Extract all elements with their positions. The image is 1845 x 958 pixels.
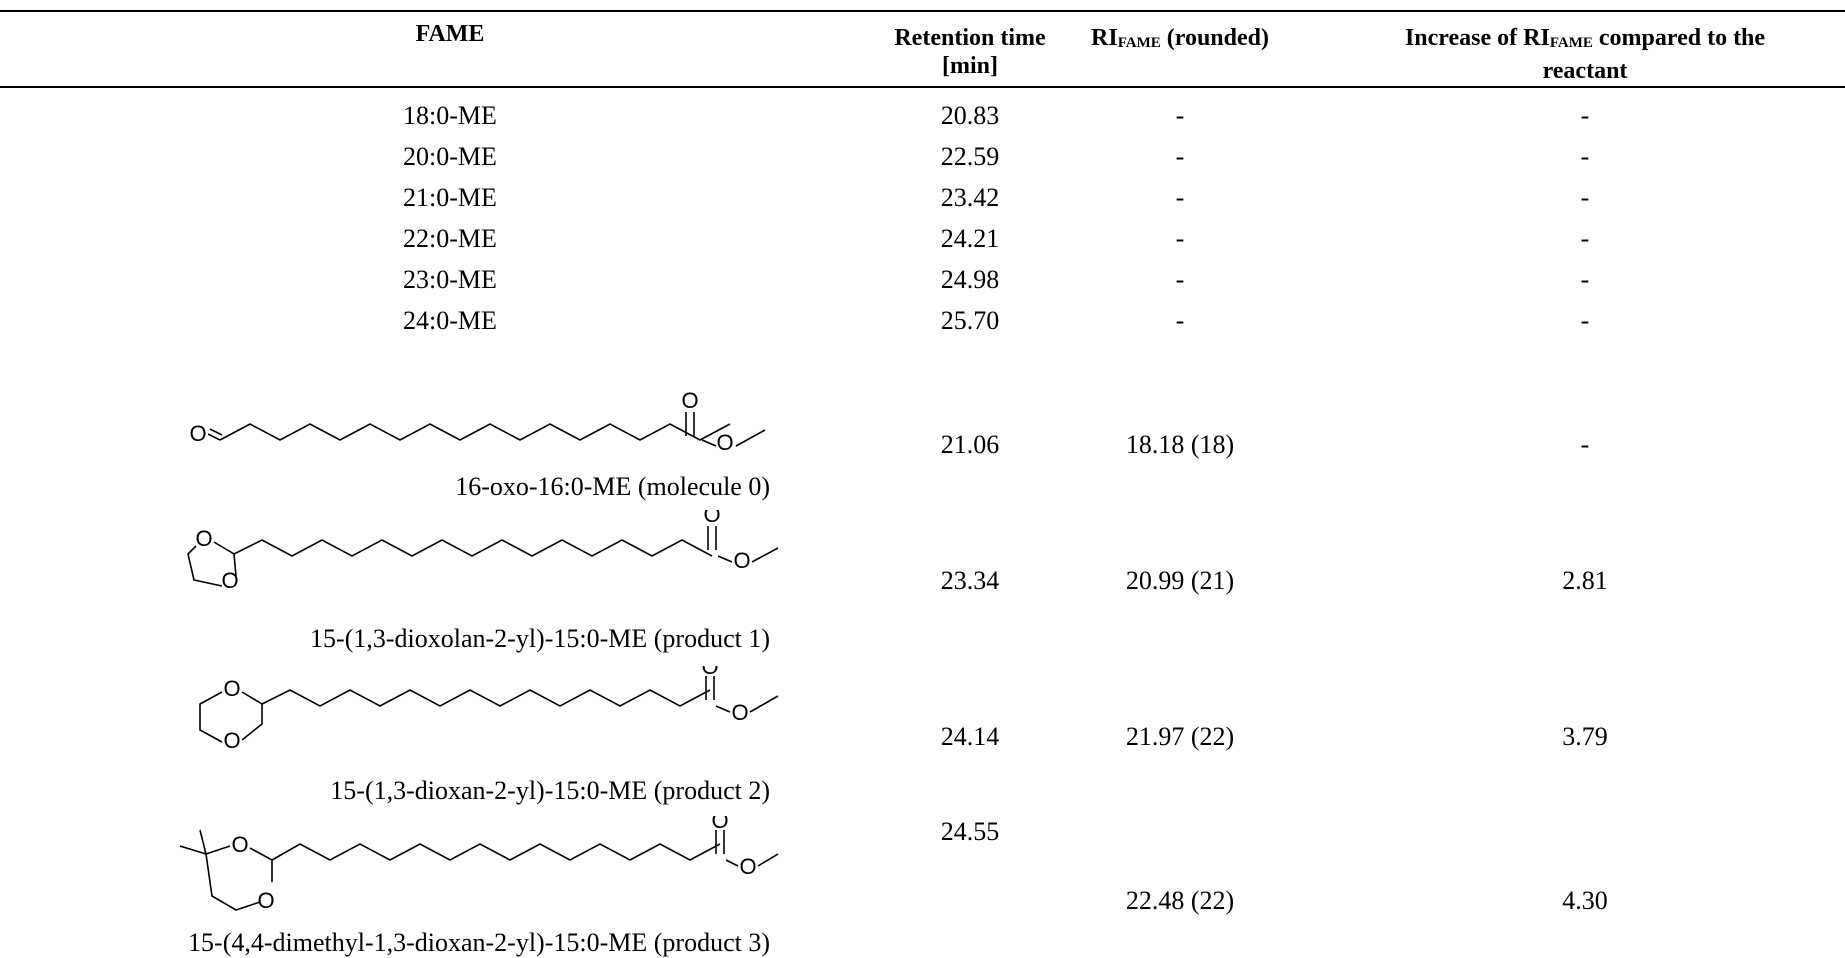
molecule-caption: 15-(1,3-dioxolan-2-yl)-15:0-ME (product … xyxy=(310,624,770,653)
ri-cell: - xyxy=(1175,265,1185,294)
increase-cell: 3.79 xyxy=(1562,722,1608,751)
oxygen-atom-label: O xyxy=(223,728,240,753)
molecule-caption: 16-oxo-16:0-ME (molecule 0) xyxy=(455,472,770,501)
header-increase-line2: reactant xyxy=(1542,58,1628,84)
header-increase: Increase of RIFAME compared to the react… xyxy=(1370,24,1800,85)
top-rule xyxy=(0,10,1845,12)
header-ri-suffix: (rounded) xyxy=(1160,25,1269,51)
retention-time-cell: 23.34 xyxy=(940,566,1000,595)
fame-name-cell: 22:0-ME xyxy=(403,224,497,253)
oxygen-atom-label: O xyxy=(257,888,274,913)
oxygen-atom-label: O xyxy=(231,832,248,857)
header-fame: FAME xyxy=(415,21,485,47)
ri-cell: 20.99 (21) xyxy=(1125,566,1235,595)
increase-cell: 4.30 xyxy=(1562,886,1608,915)
increase-cell: - xyxy=(1580,142,1590,171)
ri-cell: - xyxy=(1175,224,1185,253)
oxygen-atom-label: O xyxy=(223,676,240,701)
retention-time-cell: 25.70 xyxy=(940,306,1000,335)
ri-cell: 21.97 (22) xyxy=(1125,722,1235,751)
header-increase-prefix: Increase of RI xyxy=(1404,25,1550,51)
molecule-caption: 15-(4,4-dimethyl-1,3-dioxan-2-yl)-15:0-M… xyxy=(188,928,770,957)
header-increase-subscript: FAME xyxy=(1549,35,1593,51)
fame-name-cell: 18:0-ME xyxy=(403,101,497,130)
retention-time-cell: 24.98 xyxy=(940,265,1000,294)
oxygen-atom-label: O xyxy=(221,568,238,593)
increase-cell: - xyxy=(1580,101,1590,130)
dioxolane-ester-structure-icon: O O O O xyxy=(187,510,779,593)
increase-cell: - xyxy=(1580,306,1590,335)
oxygen-atom-label: O xyxy=(739,854,756,879)
header-ri-subscript: FAME xyxy=(1117,35,1161,51)
retention-time-cell: 24.14 xyxy=(940,722,1000,751)
ri-cell: 18.18 (18) xyxy=(1125,430,1235,459)
ri-cell: 22.48 (22) xyxy=(1125,886,1235,915)
aldehyde-ester-structure-icon: O O O xyxy=(189,388,766,455)
header-rule xyxy=(0,86,1845,88)
fame-name-cell: 20:0-ME xyxy=(403,142,497,171)
header-ri-fame: RIFAME (rounded) xyxy=(1060,24,1300,57)
oxygen-atom-label: O xyxy=(711,816,728,833)
increase-cell: - xyxy=(1580,430,1590,459)
oxygen-atom-label: O xyxy=(731,700,748,725)
header-increase-suffix: compared to the xyxy=(1592,25,1766,51)
dimethyl-dioxane-ester-structure-icon: O O O O xyxy=(180,816,779,913)
increase-cell: - xyxy=(1580,183,1590,212)
oxygen-atom-label: O xyxy=(681,388,698,413)
ri-cell: - xyxy=(1175,142,1185,171)
retention-time-cell: 20.83 xyxy=(940,101,1000,130)
retention-time-cell: 24.21 xyxy=(940,224,1000,253)
increase-cell: - xyxy=(1580,224,1590,253)
ri-cell: - xyxy=(1175,101,1185,130)
oxygen-atom-label: O xyxy=(189,421,206,446)
header-increase-line1: Increase of RIFAME compared to the xyxy=(1370,24,1800,57)
fame-name-cell: 23:0-ME xyxy=(403,265,497,294)
oxygen-atom-label: O xyxy=(733,548,750,573)
fame-name-cell: 21:0-ME xyxy=(403,183,497,212)
dioxane-ester-structure-icon: O O O O xyxy=(199,666,779,753)
oxygen-atom-label: O xyxy=(195,526,212,551)
increase-cell: 2.81 xyxy=(1562,566,1608,595)
header-retention-time-line2: [min] xyxy=(942,53,998,79)
retention-time-cell: 21.06 xyxy=(940,430,1000,459)
header-retention-time: Retention time [min] xyxy=(850,24,1090,80)
fame-name-cell: 24:0-ME xyxy=(403,306,497,335)
oxygen-atom-label: O xyxy=(703,510,720,527)
retention-time-cell: 23.42 xyxy=(940,183,1000,212)
ri-cell: - xyxy=(1175,183,1185,212)
oxygen-atom-label: O xyxy=(701,666,718,679)
retention-time-cell: 22.59 xyxy=(940,142,1000,171)
ri-cell: - xyxy=(1175,306,1185,335)
increase-cell: - xyxy=(1580,265,1590,294)
oxygen-atom-label: O xyxy=(716,430,733,455)
header-retention-time-line1: Retention time xyxy=(894,25,1046,51)
header-ri-prefix: RI xyxy=(1091,25,1118,51)
retention-time-cell: 24.55 xyxy=(940,817,1000,846)
molecule-caption: 15-(1,3-dioxan-2-yl)-15:0-ME (product 2) xyxy=(330,776,770,805)
